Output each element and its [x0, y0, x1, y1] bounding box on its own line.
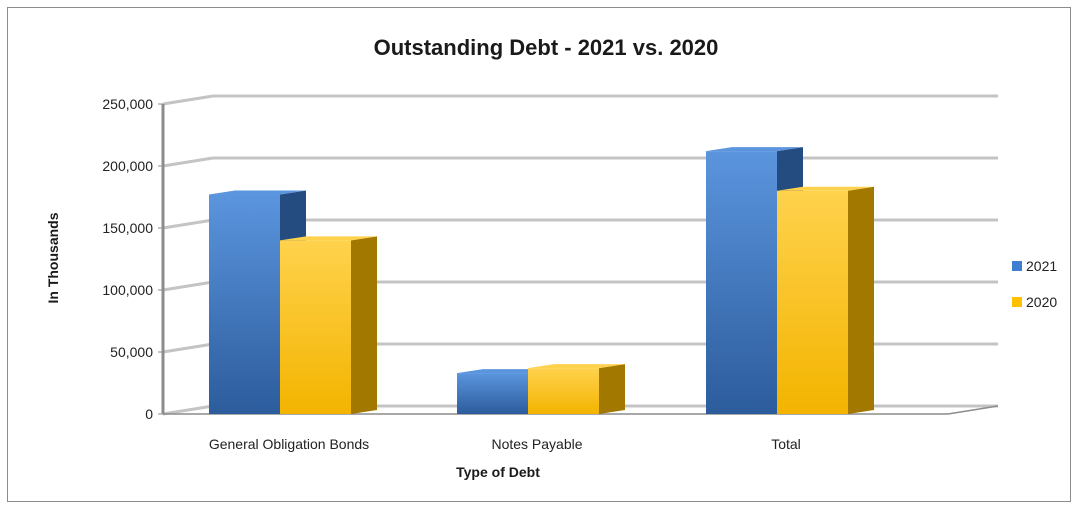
category-label: General Obligation Bonds: [209, 436, 369, 452]
category-label: Notes Payable: [491, 436, 582, 452]
category-label: Total: [771, 436, 801, 452]
legend-item-2020: 2020: [1012, 294, 1057, 310]
y-tick-label: 150,000: [102, 220, 153, 236]
chart-title: Outstanding Debt - 2021 vs. 2020: [374, 35, 719, 60]
legend-label: 2021: [1026, 258, 1057, 274]
legend: 2021 2020: [1012, 258, 1057, 310]
y-tick-labels: 0 50,000 100,000 150,000 200,000 250,000: [102, 96, 153, 422]
legend-swatch: [1012, 261, 1022, 271]
chart-svg: Outstanding Debt - 2021 vs. 2020 0 50,000…: [8, 8, 1072, 503]
y-tick-label: 0: [145, 406, 153, 422]
y-tick-label: 200,000: [102, 158, 153, 174]
x-axis-title: Type of Debt: [456, 464, 540, 480]
y-axis-title: In Thousands: [45, 212, 61, 303]
category-labels: General Obligation Bonds Notes Payable Tot…: [209, 436, 801, 452]
gridline: [163, 96, 998, 104]
legend-label: 2020: [1026, 294, 1057, 310]
bar-2020-0: [280, 236, 377, 414]
legend-item-2021: 2021: [1012, 258, 1057, 274]
bar-2020-2: [777, 187, 874, 414]
bar-2020-1: [528, 364, 625, 414]
chart-frame: Outstanding Debt - 2021 vs. 2020 0 50,000…: [7, 7, 1071, 502]
y-tick-label: 250,000: [102, 96, 153, 112]
legend-swatch: [1012, 297, 1022, 307]
gridline: [163, 158, 998, 166]
y-tick-label: 50,000: [110, 344, 153, 360]
y-tick-label: 100,000: [102, 282, 153, 298]
